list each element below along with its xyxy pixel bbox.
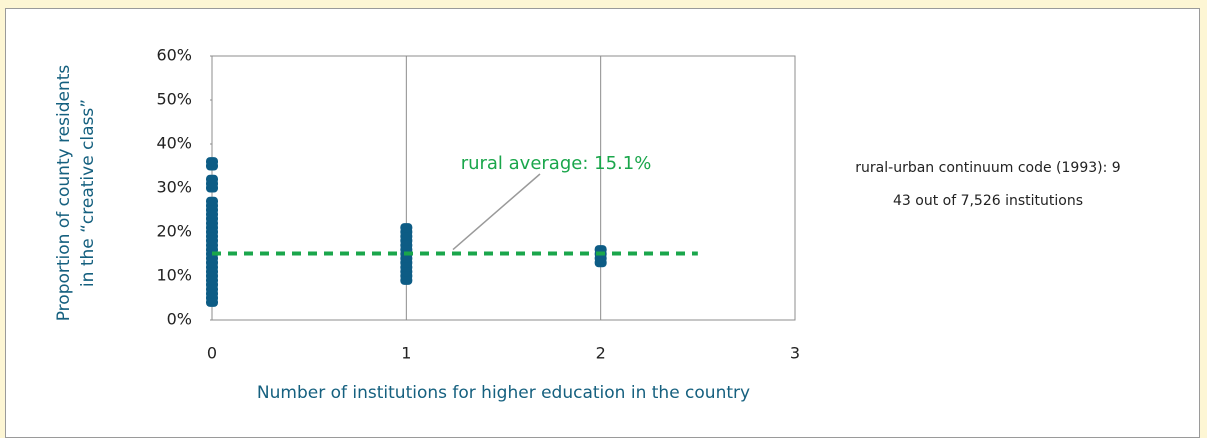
- x-tick-label: 1: [401, 344, 411, 363]
- panel: [5, 8, 1200, 438]
- y-tick-label: 20%: [156, 222, 192, 241]
- y-tick-label: 40%: [156, 134, 192, 153]
- plot-area: [211, 55, 796, 321]
- annotation-leader: [452, 173, 541, 251]
- y-tick-label: 60%: [156, 46, 192, 65]
- y-tick-label: 0%: [167, 310, 192, 329]
- annotation: rural average: 15.1%: [461, 153, 652, 174]
- y-axis-title: Proportion of county residents: [54, 65, 74, 322]
- x-tick-label: 0: [207, 344, 217, 363]
- y-axis-title: in the “creative class”: [78, 99, 98, 287]
- x-tick-label: 2: [596, 344, 606, 363]
- side-text: rural-urban continuum code (1993): 9: [855, 160, 1120, 176]
- side-text: 43 out of 7,526 institutions: [893, 193, 1083, 209]
- point: [206, 157, 218, 167]
- point: [206, 174, 218, 184]
- y-tick-label: 50%: [156, 90, 192, 109]
- y-tick-label: 30%: [156, 178, 192, 197]
- point: [400, 223, 413, 233]
- point: [206, 196, 218, 206]
- x-axis-title: Number of institutions for higher educat…: [257, 383, 750, 403]
- x-tick-label: 3: [790, 344, 800, 363]
- y-tick-label: 10%: [156, 266, 192, 285]
